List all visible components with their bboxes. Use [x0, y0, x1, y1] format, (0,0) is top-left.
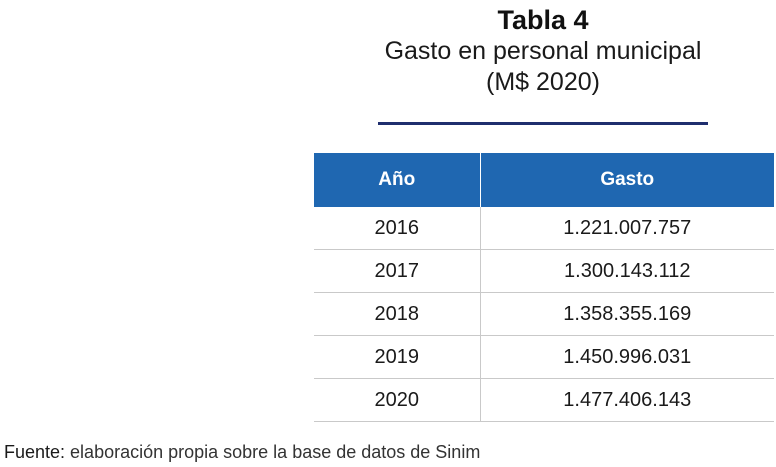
cell-year: 2019	[314, 335, 481, 379]
cell-spend: 1.358.355.169	[480, 292, 774, 336]
cell-spend: 1.221.007.757	[480, 207, 774, 250]
cell-year: 2018	[314, 292, 481, 336]
table-title-block: Tabla 4 Gasto en personal municipal (M$ …	[314, 4, 772, 98]
cell-year: 2020	[314, 378, 481, 422]
table-number: Tabla 4	[497, 5, 589, 35]
header-year: Año	[314, 153, 481, 207]
table-row: 2020 1.477.406.143	[314, 378, 774, 422]
source-text: elaboración propia sobre la base de dato…	[65, 442, 481, 462]
table-row: 2018 1.358.355.169	[314, 292, 774, 336]
cell-spend: 1.477.406.143	[480, 378, 774, 422]
source-note: Fuente: elaboración propia sobre la base…	[4, 441, 480, 463]
table-row: 2016 1.221.007.757	[314, 207, 774, 250]
title-divider	[378, 122, 708, 125]
table-row: 2017 1.300.143.112	[314, 249, 774, 293]
header-spend: Gasto	[480, 153, 774, 207]
table-header-row: Año Gasto	[314, 153, 774, 207]
spending-table: Año Gasto 2016 1.221.007.757 2017 1.300.…	[314, 153, 774, 422]
table-row: 2019 1.450.996.031	[314, 335, 774, 379]
cell-year: 2016	[314, 207, 481, 250]
table-title: Gasto en personal municipal	[384, 37, 702, 65]
table-unit: (M$ 2020)	[486, 68, 600, 96]
source-label: Fuente:	[4, 442, 66, 462]
cell-spend: 1.450.996.031	[480, 335, 774, 379]
cell-spend: 1.300.143.112	[480, 249, 774, 293]
cell-year: 2017	[314, 249, 481, 293]
